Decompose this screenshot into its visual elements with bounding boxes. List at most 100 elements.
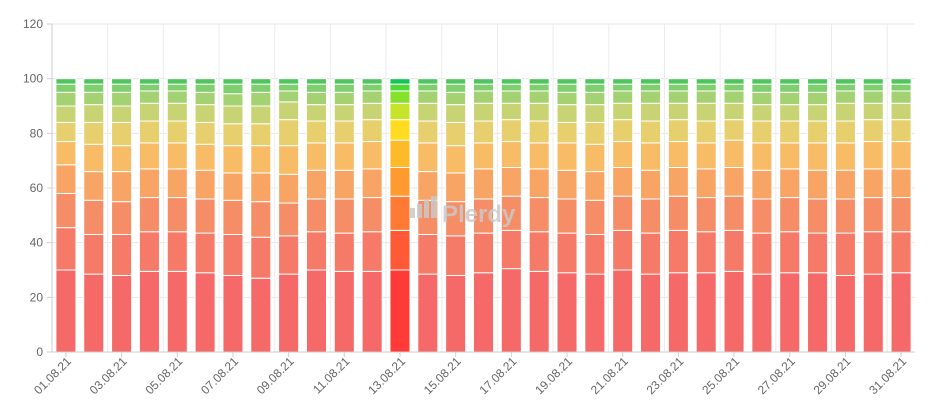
bar-segment[interactable]	[556, 83, 578, 93]
bar-segment[interactable]	[305, 91, 327, 106]
bar-segment[interactable]	[111, 171, 133, 203]
bar-segment[interactable]	[640, 273, 662, 353]
bar-segment[interactable]	[222, 274, 244, 353]
bar-segment[interactable]	[250, 78, 272, 85]
bar-segment[interactable]	[83, 121, 105, 145]
bar-segment[interactable]	[834, 102, 856, 122]
bar-segment[interactable]	[333, 142, 355, 171]
bar-segment[interactable]	[667, 119, 689, 143]
bar-stack[interactable]	[834, 78, 856, 353]
bar-segment[interactable]	[807, 272, 829, 353]
bar-segment[interactable]	[640, 102, 662, 122]
bar-segment[interactable]	[751, 273, 773, 353]
bar-segment[interactable]	[445, 104, 467, 123]
bar-segment[interactable]	[500, 119, 522, 143]
bar-segment[interactable]	[807, 169, 829, 200]
bar-stack[interactable]	[640, 78, 662, 353]
bar-segment[interactable]	[612, 102, 634, 121]
bar-segment[interactable]	[222, 93, 244, 107]
bar-segment[interactable]	[612, 119, 634, 143]
bar-segment[interactable]	[890, 231, 912, 274]
bar-segment[interactable]	[83, 171, 105, 201]
bar-segment[interactable]	[751, 91, 773, 106]
bar-segment[interactable]	[779, 120, 801, 144]
bar-segment[interactable]	[250, 236, 272, 279]
bar-segment[interactable]	[250, 83, 272, 93]
bar-segment[interactable]	[361, 102, 383, 121]
bar-segment[interactable]	[111, 121, 133, 147]
bar-segment[interactable]	[584, 78, 606, 85]
bar-segment[interactable]	[333, 270, 355, 353]
bar-segment[interactable]	[751, 142, 773, 171]
bar-segment[interactable]	[305, 231, 327, 271]
bar-segment[interactable]	[222, 83, 244, 95]
bar-segment[interactable]	[389, 90, 411, 104]
bar-segment[interactable]	[278, 101, 300, 121]
bar-segment[interactable]	[472, 102, 495, 122]
bar-segment[interactable]	[138, 78, 160, 85]
bar-segment[interactable]	[361, 270, 383, 353]
bar-segment[interactable]	[612, 229, 634, 271]
bar-stack[interactable]	[361, 78, 383, 353]
bar-segment[interactable]	[138, 168, 160, 199]
bar-segment[interactable]	[166, 231, 188, 272]
bar-segment[interactable]	[83, 78, 105, 85]
bar-segment[interactable]	[807, 120, 829, 144]
bar-stack[interactable]	[695, 78, 717, 353]
bar-segment[interactable]	[667, 102, 689, 121]
bar-segment[interactable]	[55, 164, 77, 194]
bar-segment[interactable]	[862, 141, 884, 170]
bar-segment[interactable]	[166, 270, 188, 353]
bar-segment[interactable]	[250, 172, 272, 203]
bar-segment[interactable]	[556, 78, 578, 85]
bar-segment[interactable]	[194, 169, 216, 200]
bar-segment[interactable]	[445, 83, 467, 93]
bar-segment[interactable]	[389, 139, 411, 169]
bar-segment[interactable]	[862, 197, 884, 233]
bar-segment[interactable]	[556, 198, 578, 234]
bar-segment[interactable]	[890, 78, 912, 85]
bar-segment[interactable]	[779, 272, 801, 353]
bar-segment[interactable]	[834, 232, 856, 276]
bar-segment[interactable]	[305, 198, 327, 233]
bar-segment[interactable]	[500, 229, 522, 270]
bar-segment[interactable]	[278, 78, 300, 85]
bar-segment[interactable]	[111, 105, 133, 123]
bar-segment[interactable]	[278, 173, 300, 204]
bar-segment[interactable]	[584, 83, 606, 93]
bar-segment[interactable]	[445, 172, 467, 203]
bar-segment[interactable]	[890, 102, 912, 121]
bar-segment[interactable]	[278, 83, 300, 92]
bar-segment[interactable]	[667, 167, 689, 197]
bar-stack[interactable]	[667, 78, 689, 353]
bar-segment[interactable]	[584, 199, 606, 235]
bar-segment[interactable]	[667, 229, 689, 274]
bar-segment[interactable]	[250, 91, 272, 107]
bar-segment[interactable]	[278, 202, 300, 237]
bar-segment[interactable]	[445, 235, 467, 276]
bar-segment[interactable]	[417, 273, 439, 353]
bar-segment[interactable]	[83, 233, 105, 275]
bar-segment[interactable]	[528, 78, 550, 85]
bar-segment[interactable]	[55, 141, 77, 166]
bar-stack[interactable]	[528, 78, 550, 353]
bar-segment[interactable]	[779, 83, 801, 93]
bar-segment[interactable]	[862, 90, 884, 104]
bar-stack[interactable]	[723, 78, 745, 353]
bar-segment[interactable]	[417, 142, 439, 173]
bar-segment[interactable]	[111, 201, 133, 235]
bar-segment[interactable]	[138, 120, 160, 144]
bar-segment[interactable]	[695, 168, 717, 199]
bar-segment[interactable]	[556, 104, 578, 123]
bar-segment[interactable]	[389, 83, 411, 92]
bar-segment[interactable]	[751, 198, 773, 234]
bar-segment[interactable]	[834, 198, 856, 234]
bar-segment[interactable]	[890, 272, 912, 353]
bar-segment[interactable]	[278, 235, 300, 275]
bar-segment[interactable]	[807, 198, 829, 234]
bar-segment[interactable]	[807, 78, 829, 85]
bar-segment[interactable]	[222, 105, 244, 125]
bar-segment[interactable]	[166, 197, 188, 233]
bar-segment[interactable]	[751, 83, 773, 93]
bar-segment[interactable]	[890, 83, 912, 92]
